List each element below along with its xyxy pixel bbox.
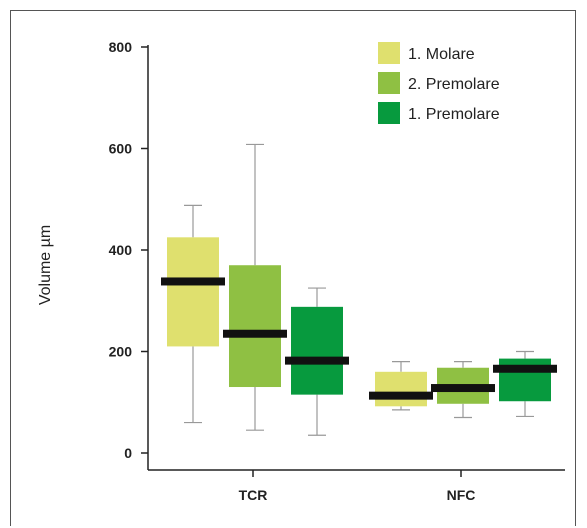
box-iqr [229,265,281,388]
legend-swatch [378,72,400,94]
box-series [161,143,557,436]
box-1-molare [369,361,433,411]
legend-label: 2. Premolare [408,76,500,93]
box-2-premolare [223,143,287,431]
legend: 1. Molare 2. Premolare 1. Premolare [378,42,500,124]
y-tick-label: 200 [109,344,133,360]
y-tick-label: 600 [109,141,133,157]
x-tick-label: NFC [447,487,476,503]
y-tick-label: 400 [109,242,133,258]
box-iqr [375,371,427,407]
box-1-premolare [493,350,557,418]
box-1-premolare [285,287,349,436]
y-axis: 0 200 400 600 800 [109,39,149,470]
legend-swatch [378,102,400,124]
median-line [369,391,433,400]
median-line [161,277,225,286]
x-tick-label: TCR [239,487,268,503]
median-line [223,329,287,338]
box-2-premolare [431,361,495,419]
box-1-molare [161,204,225,424]
y-axis-title: Volume µm [37,225,54,305]
legend-label: 1. Molare [408,46,475,63]
median-line [285,356,349,365]
legend-swatch [378,42,400,64]
chart-frame [10,10,576,526]
median-line [431,384,495,393]
y-tick-label: 0 [124,445,132,461]
box-iqr [291,306,343,395]
median-line [493,364,557,373]
legend-label: 1. Premolare [408,106,500,123]
x-axis: TCR NFC [148,469,565,503]
y-tick-label: 800 [109,39,133,55]
box-iqr [167,237,219,347]
